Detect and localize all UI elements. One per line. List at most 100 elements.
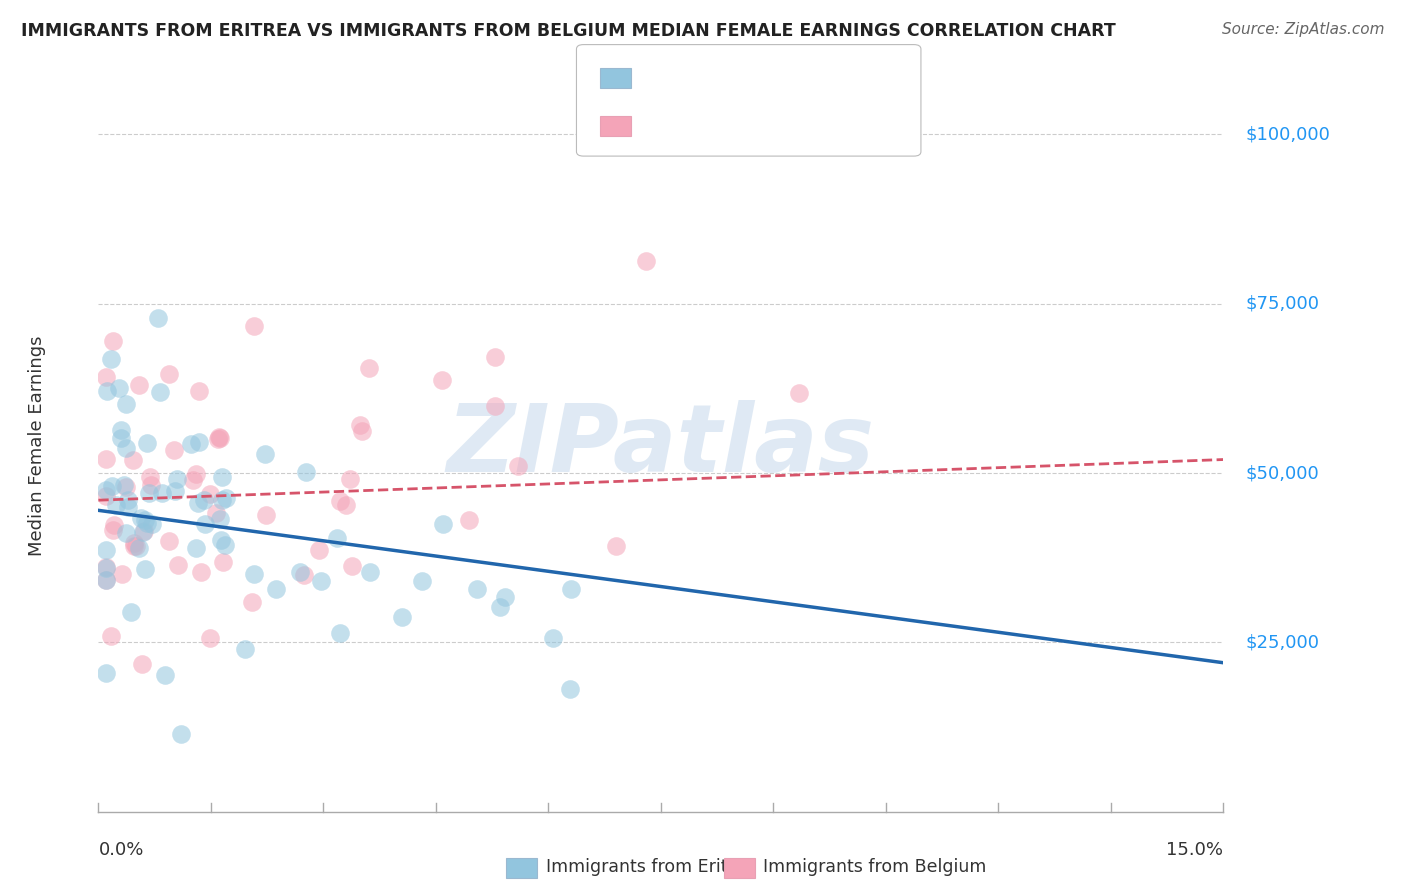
- Point: [125, 539, 148, 553]
- Point: [94, 369, 117, 384]
- Point: [194, 517, 217, 532]
- Point: [117, 500, 139, 515]
- Point: [163, 443, 186, 458]
- Point: [288, 565, 311, 579]
- Point: [115, 480, 138, 494]
- Point: [184, 467, 207, 481]
- Point: [211, 470, 233, 484]
- Point: [117, 493, 139, 508]
- Point: [254, 508, 277, 523]
- Point: [211, 493, 233, 508]
- Point: [167, 558, 190, 573]
- Point: [465, 582, 488, 597]
- Point: [391, 609, 413, 624]
- Point: [243, 567, 266, 582]
- Point: [488, 599, 510, 614]
- Point: [458, 513, 481, 527]
- Point: [187, 435, 209, 450]
- Point: [342, 559, 364, 574]
- Point: [212, 555, 235, 569]
- Text: 15.0%: 15.0%: [1166, 841, 1223, 859]
- Point: [139, 469, 162, 483]
- Point: [204, 506, 226, 520]
- Point: [335, 499, 357, 513]
- Text: Median Female Earnings: Median Female Earnings: [28, 335, 45, 557]
- Point: [198, 487, 221, 501]
- Point: [242, 318, 264, 333]
- Point: [605, 539, 627, 553]
- Point: [359, 566, 381, 580]
- Point: [187, 384, 209, 398]
- Text: Source: ZipAtlas.com: Source: ZipAtlas.com: [1222, 22, 1385, 37]
- Point: [94, 543, 117, 558]
- Point: [349, 417, 371, 432]
- Point: [136, 516, 159, 530]
- Point: [787, 385, 810, 400]
- Point: [141, 478, 163, 492]
- Point: [166, 472, 188, 486]
- Point: [207, 433, 229, 447]
- Point: [103, 517, 125, 532]
- Point: [484, 350, 506, 364]
- Point: [122, 536, 145, 550]
- Point: [94, 561, 117, 575]
- Point: [193, 493, 215, 508]
- Point: [111, 566, 134, 581]
- Point: [94, 483, 117, 498]
- Text: R =  0.074   N = 55: R = 0.074 N = 55: [643, 117, 834, 135]
- Text: R = -0.274   N = 66: R = -0.274 N = 66: [643, 69, 834, 87]
- Point: [214, 538, 236, 552]
- Point: [104, 498, 127, 512]
- Point: [100, 351, 122, 366]
- Text: $75,000: $75,000: [1246, 294, 1320, 313]
- Point: [311, 574, 333, 589]
- Point: [103, 523, 125, 537]
- Point: [159, 533, 181, 548]
- Point: [134, 524, 156, 538]
- Point: [134, 512, 156, 526]
- Text: IMMIGRANTS FROM ERITREA VS IMMIGRANTS FROM BELGIUM MEDIAN FEMALE EARNINGS CORREL: IMMIGRANTS FROM ERITREA VS IMMIGRANTS FR…: [21, 22, 1116, 40]
- Point: [101, 478, 124, 492]
- Point: [94, 560, 117, 574]
- Point: [112, 477, 135, 491]
- Point: [121, 453, 143, 467]
- Point: [146, 311, 169, 326]
- Point: [494, 590, 516, 604]
- Point: [132, 524, 155, 539]
- Point: [180, 437, 202, 451]
- Text: $25,000: $25,000: [1246, 633, 1320, 651]
- Point: [308, 543, 330, 558]
- Point: [208, 512, 231, 526]
- Point: [634, 254, 657, 268]
- Point: [181, 473, 204, 487]
- Point: [163, 484, 186, 499]
- Point: [198, 632, 221, 646]
- Point: [186, 495, 208, 509]
- Point: [138, 486, 160, 500]
- Point: [120, 605, 142, 619]
- Point: [141, 516, 163, 531]
- Point: [131, 657, 153, 671]
- Point: [558, 682, 581, 697]
- Text: 0.0%: 0.0%: [98, 841, 143, 859]
- Point: [96, 573, 118, 587]
- Point: [169, 727, 191, 741]
- Point: [94, 573, 117, 587]
- Point: [94, 489, 117, 503]
- Point: [208, 431, 231, 445]
- Point: [208, 430, 231, 444]
- Point: [240, 595, 263, 609]
- Text: $100,000: $100,000: [1246, 126, 1330, 144]
- Point: [357, 361, 380, 376]
- Point: [560, 582, 582, 597]
- Point: [149, 384, 172, 399]
- Point: [115, 526, 138, 541]
- Point: [159, 368, 181, 382]
- Point: [110, 431, 132, 445]
- Point: [128, 541, 150, 555]
- Point: [543, 631, 565, 645]
- Point: [150, 485, 173, 500]
- Point: [100, 629, 122, 643]
- Point: [153, 668, 176, 682]
- Point: [136, 435, 159, 450]
